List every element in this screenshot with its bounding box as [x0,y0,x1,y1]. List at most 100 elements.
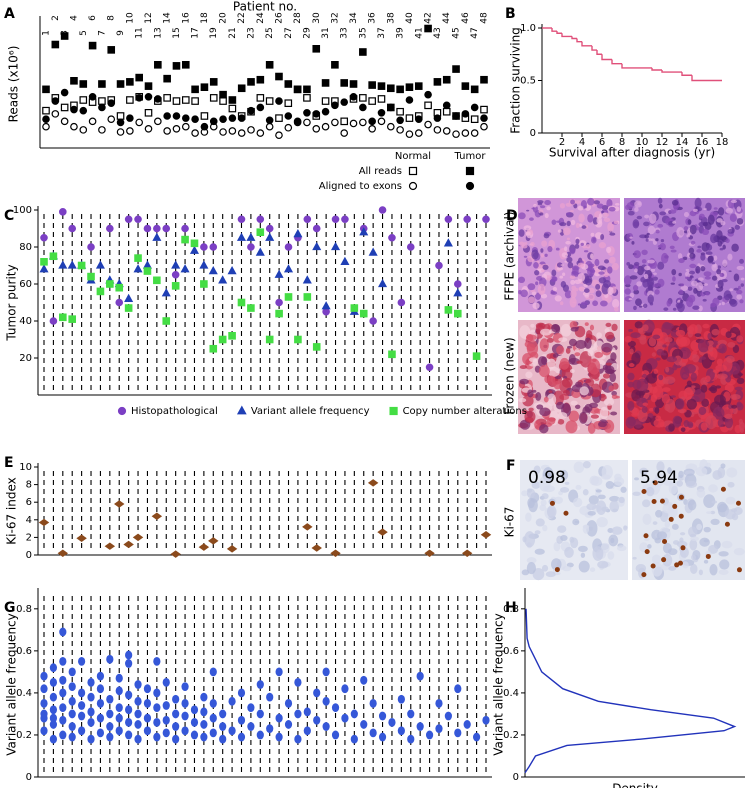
tissue-texture [653,272,657,275]
x-tick-label: 38 [386,12,396,24]
data-point [134,720,142,729]
data-point [40,233,48,242]
data-point [125,690,133,700]
y-tick-label: 0.4 [503,688,519,699]
data-point [414,115,423,124]
data-point [424,101,432,110]
data-point [132,533,144,542]
x-tick-label: 9 [116,30,126,36]
tissue-texture [723,290,732,301]
tissue-texture [593,200,601,205]
tissue-texture [657,261,665,270]
survival-step [661,70,682,73]
tissue-texture [662,387,671,392]
data-point [40,671,48,681]
data-point [283,264,294,273]
legend-marker [408,166,418,176]
data-point [51,110,60,118]
tissue-texture [586,503,597,511]
data-point [107,99,116,108]
data-point [98,97,106,105]
data-point [200,83,209,92]
data-point [49,252,58,261]
data-point [49,677,58,687]
data-point [78,688,86,698]
row-label: Ki-67 [503,507,517,538]
data-point [76,534,87,543]
x-tick-label: 47 [470,27,480,38]
tissue-texture [655,357,661,361]
tissue-texture [580,242,584,246]
data-point [68,709,76,719]
data-point [152,232,162,241]
tissue-texture [716,373,728,380]
data-point [79,96,88,104]
tissue-texture [689,275,693,278]
tissue-texture [525,231,531,236]
data-point [368,247,378,256]
data-point [115,726,123,736]
data-point [208,265,218,275]
data-point [228,696,236,706]
data-point [312,125,321,133]
tissue-texture [662,542,672,554]
tissue-texture [678,258,685,264]
data-point [294,335,302,344]
data-point [453,280,462,288]
tissue-texture [566,237,571,241]
tissue-texture [518,397,527,403]
y-axis-label: Ki-67 index [5,477,19,544]
x-tick-label: 5 [79,30,89,36]
tissue-texture [736,206,742,212]
data-point [153,703,161,713]
stained-nucleus [736,567,742,573]
tissue-texture [721,301,725,306]
data-point [378,278,388,288]
data-point [181,224,189,233]
tissue-texture [537,200,544,204]
tissue-texture [699,356,707,360]
data-point [191,115,199,124]
panel-letter: F [506,458,516,474]
tissue-texture [527,389,534,398]
data-point [163,94,171,102]
tissue-texture [672,540,680,545]
tissue-texture [557,525,567,533]
tissue-texture [580,552,586,558]
tissue-texture [727,228,735,234]
x-tick-label: 12 [656,137,669,148]
data-point [124,215,133,224]
tissue-texture [678,470,684,479]
tissue-texture [523,242,528,245]
stained-nucleus [652,480,658,486]
data-point [78,711,86,721]
tissue-texture [712,211,718,217]
data-point [200,280,208,288]
data-point [135,94,143,102]
legend-marker [389,406,398,416]
data-point [265,60,274,69]
x-tick-label: 23 [247,27,257,38]
tissue-texture [519,365,528,370]
tissue-texture [544,199,552,206]
tissue-texture [533,465,541,474]
data-point [70,76,78,85]
data-point [302,523,313,531]
tissue-texture [518,229,525,237]
data-point [162,677,170,687]
tissue-texture [528,407,534,412]
tissue-texture [671,268,677,276]
data-point [49,720,58,729]
tissue-texture [686,234,690,238]
tissue-texture [578,411,588,424]
data-point [228,127,237,135]
data-point [209,344,218,353]
tissue-texture [531,207,535,210]
tissue-texture [590,476,603,487]
tissue-texture [648,213,657,224]
tissue-texture [554,571,561,576]
tissue-texture [624,335,632,343]
tissue-texture [588,358,601,375]
tissue-texture [631,352,641,365]
tissue-texture [576,360,583,364]
